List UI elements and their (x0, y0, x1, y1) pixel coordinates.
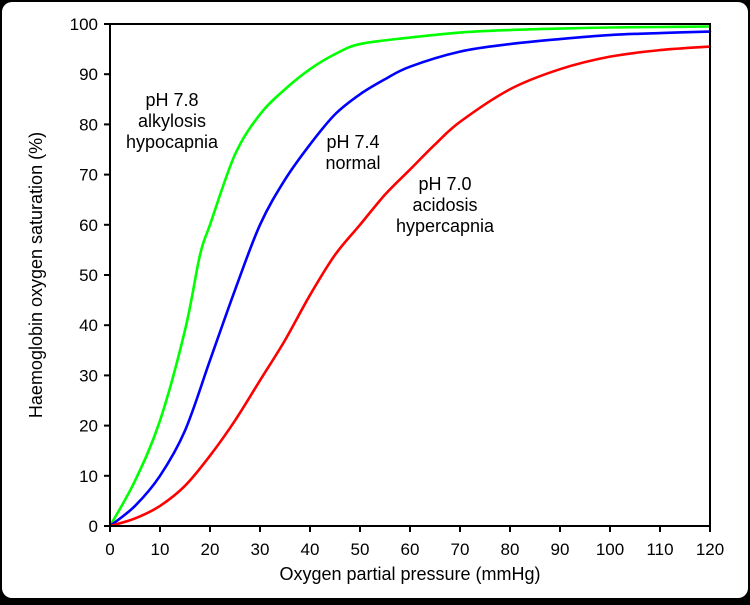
y-tick-label: 30 (79, 366, 98, 385)
x-tick-label: 60 (401, 540, 420, 559)
series-line-ph-7-8 (108, 25, 712, 528)
x-tick-label: 120 (696, 540, 724, 559)
x-tick-label: 50 (351, 540, 370, 559)
y-axis-label: Haemoglobin oxygen saturation (%) (26, 132, 46, 418)
annotation-ph-7-8-line-1: pH 7.8 (145, 90, 198, 110)
y-tick-label: 20 (79, 417, 98, 436)
annotation-ph-7-4-line-1: pH 7.4 (326, 132, 379, 152)
annotation-ph-7-0-line-2: acidosis (412, 195, 477, 215)
plot-area (110, 24, 710, 526)
annotation-ph-7-0-line-1: pH 7.0 (418, 174, 471, 194)
x-tick-label: 40 (301, 540, 320, 559)
series-line-ph-7-0 (108, 45, 712, 528)
plot-background (110, 24, 710, 526)
annotation-ph-7-8-line-2: alkylosis (138, 111, 206, 131)
annotation-ph-7-8-line-3: hypocapnia (126, 132, 219, 152)
y-tick-label: 90 (79, 65, 98, 84)
x-tick-label: 20 (201, 540, 220, 559)
y-tick-label: 50 (79, 266, 98, 285)
series-line-ph-7-4 (108, 30, 712, 528)
y-tick-label: 40 (79, 316, 98, 335)
x-tick-label: 110 (646, 540, 673, 559)
x-tick-label: 10 (151, 540, 170, 559)
y-tick-label: 70 (79, 166, 98, 185)
y-tick-label: 10 (79, 467, 98, 486)
x-tick-label: 80 (501, 540, 520, 559)
series-layer (108, 25, 712, 528)
annotation-ph-7-0-line-3: hypercapnia (396, 216, 495, 236)
y-tick-label: 0 (89, 517, 98, 536)
x-tick-label: 30 (251, 540, 270, 559)
x-axis-label: Oxygen partial pressure (mmHg) (279, 564, 540, 584)
y-tick-label: 100 (70, 15, 98, 34)
y-tick-label: 80 (79, 115, 98, 134)
x-tick-label: 70 (451, 540, 470, 559)
axes-layer: 0 10 20 30 40 50 60 70 80 90 100 110 120 0 10 20 30 40 50 6… (70, 15, 725, 559)
x-tick-label: 100 (596, 540, 624, 559)
annotation-ph-7-4-line-2: normal (325, 153, 380, 173)
y-tick-label: 60 (79, 216, 98, 235)
x-tick-label: 90 (551, 540, 570, 559)
x-tick-label: 0 (105, 540, 114, 559)
